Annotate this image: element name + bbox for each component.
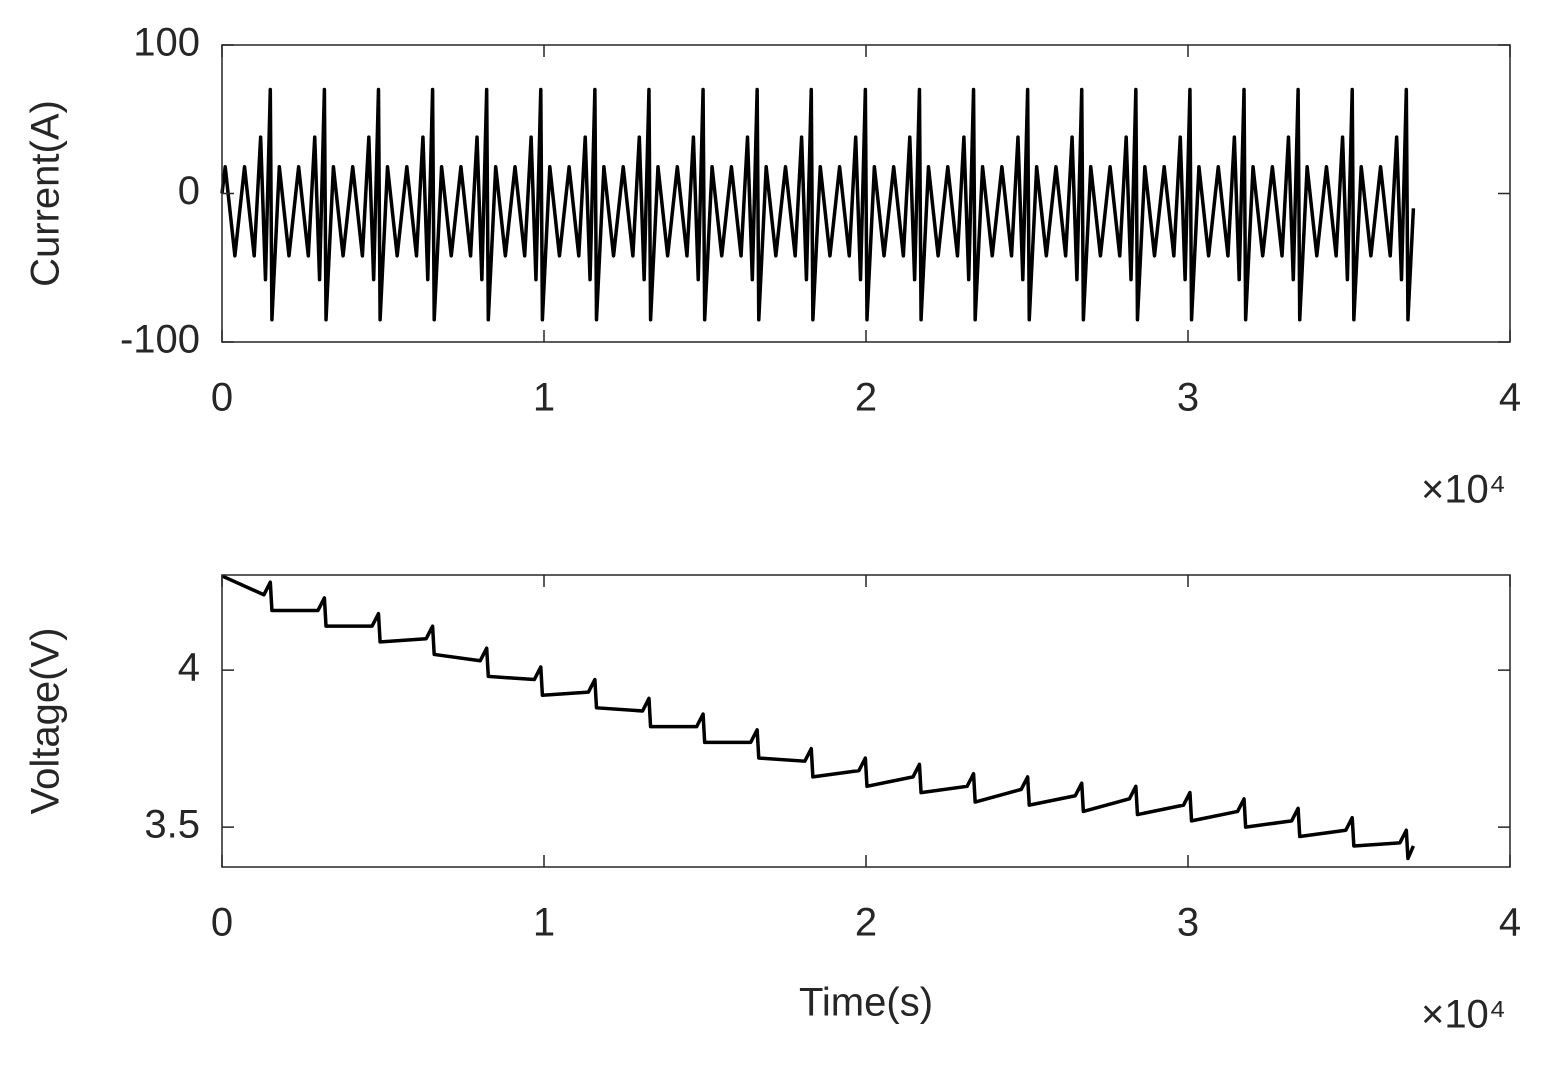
x-tick-label: 0 [211,376,233,420]
x-tick-label: 4 [1499,901,1521,945]
x-tick-label: 1 [533,901,555,945]
x-exponent-label: ×10⁴ [1421,468,1506,512]
y-axis-label: Voltage(V) [24,628,68,815]
x-tick-label: 0 [211,901,233,945]
x-tick-label: 3 [1177,376,1199,420]
x-tick-label: 1 [533,376,555,420]
y-tick-label: 4 [178,646,200,690]
x-tick-label: 4 [1499,376,1521,420]
y-axis-label: Current(A) [24,100,68,287]
data-line [220,87,1416,322]
y-tick-label: 3.5 [144,803,200,847]
y-tick-label: 100 [133,21,200,65]
x-tick-label: 2 [855,901,877,945]
x-tick-label: 3 [1177,901,1199,945]
data-line [221,574,1416,861]
y-tick-label: 0 [178,169,200,213]
x-tick-label: 2 [855,376,877,420]
axes-frame [221,574,1511,868]
x-axis-label: Time(s) [799,981,933,1025]
y-tick-label: -100 [120,318,200,362]
x-exponent-label: ×10⁴ [1421,993,1506,1037]
